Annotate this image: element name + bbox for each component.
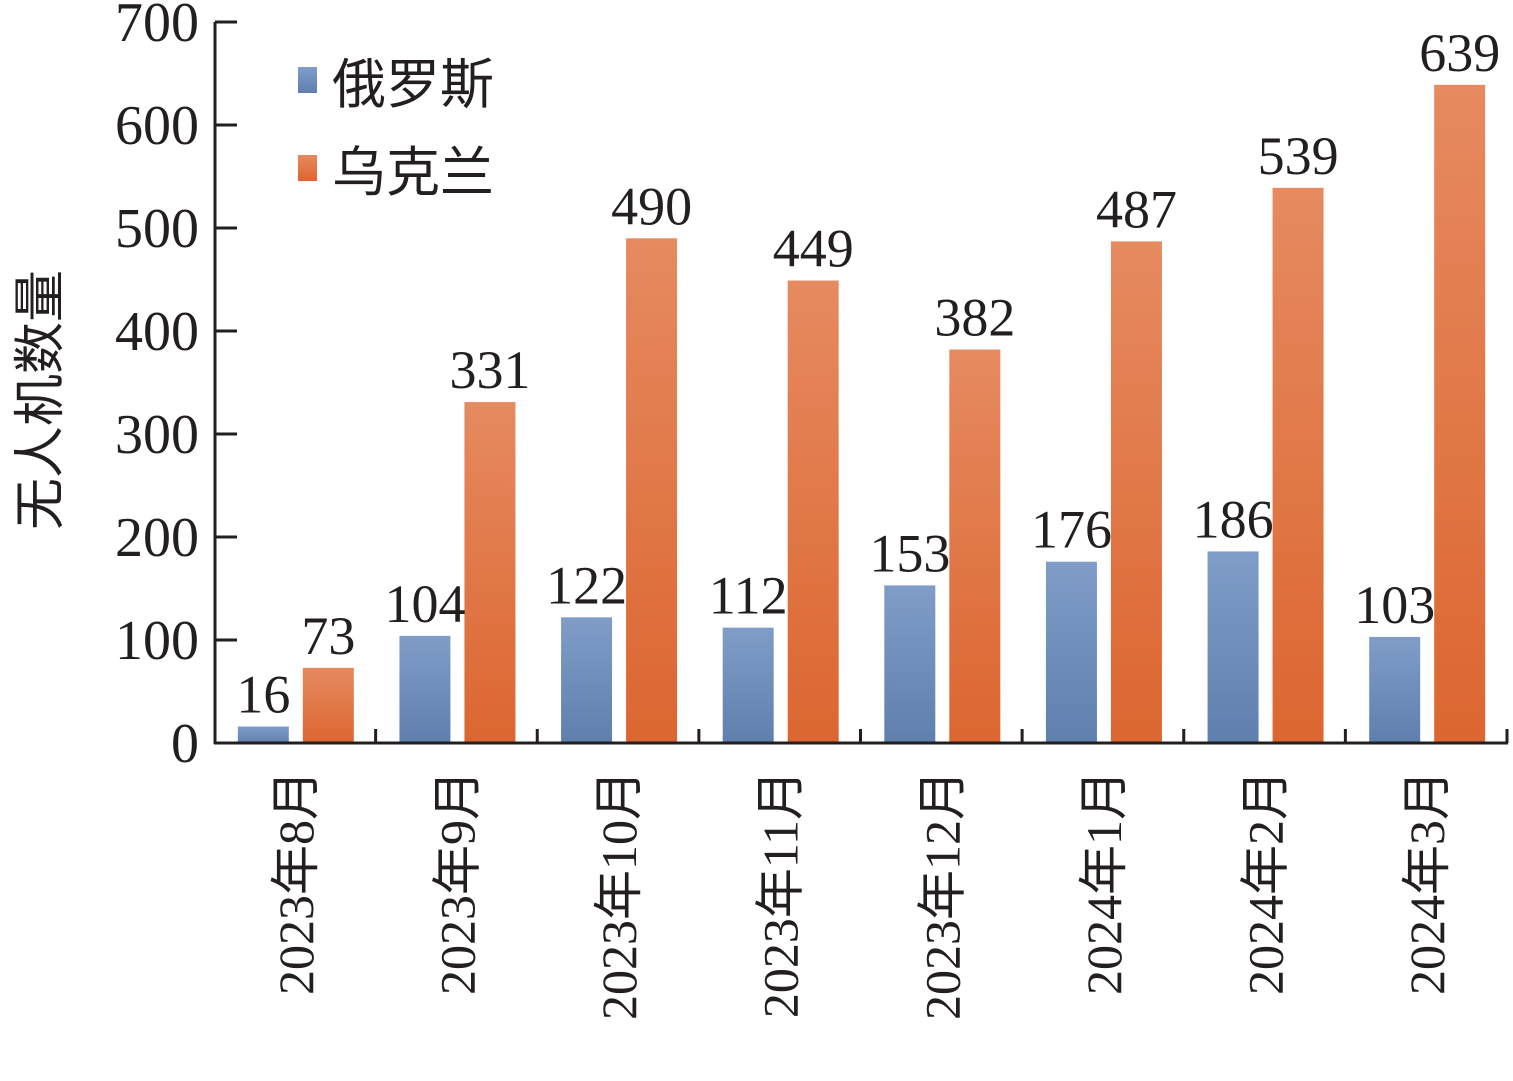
value-label-series-0-7: 103 bbox=[1354, 575, 1435, 635]
bar-series-0-2 bbox=[561, 617, 613, 743]
legend-label-0: 俄罗斯 bbox=[332, 55, 494, 115]
value-label-series-1-4: 382 bbox=[934, 288, 1015, 348]
x-tick-label-0: 2023年8月 bbox=[268, 770, 324, 995]
legend-swatch-1 bbox=[298, 155, 317, 181]
value-label-series-0-0: 16 bbox=[236, 665, 290, 725]
bar-series-1-0 bbox=[302, 667, 354, 743]
legend-swatch-0 bbox=[298, 67, 317, 93]
value-label-series-1-1: 331 bbox=[449, 340, 530, 400]
value-label-series-0-6: 186 bbox=[1193, 489, 1274, 549]
x-tick-label-2: 2023年10月 bbox=[591, 770, 647, 1020]
y-tick-label-6: 600 bbox=[115, 95, 199, 157]
bar-series-0-4 bbox=[884, 585, 936, 743]
bar-series-1-7 bbox=[1434, 84, 1486, 743]
x-tick-label-7: 2024年3月 bbox=[1399, 770, 1455, 995]
value-label-series-1-3: 449 bbox=[773, 219, 854, 279]
y-tick-label-2: 200 bbox=[115, 507, 199, 569]
x-tick-label-1: 2023年9月 bbox=[429, 770, 485, 995]
value-label-series-0-3: 112 bbox=[709, 566, 788, 626]
y-axis-title-group: 无人机数量 bbox=[13, 270, 70, 530]
bar-series-1-2 bbox=[626, 238, 678, 744]
y-tick-label-5: 500 bbox=[115, 198, 199, 260]
value-label-series-1-7: 639 bbox=[1419, 23, 1500, 83]
bar-series-1-4 bbox=[949, 349, 1001, 743]
y-tick-label-3: 300 bbox=[115, 404, 199, 466]
y-tick-label-7: 700 bbox=[115, 0, 199, 54]
bar-series-0-0 bbox=[237, 726, 289, 743]
value-label-series-1-2: 490 bbox=[611, 176, 692, 236]
value-label-series-1-0: 73 bbox=[301, 606, 355, 666]
bar-series-0-1 bbox=[399, 635, 451, 743]
y-axis-title: 无人机数量 bbox=[13, 270, 70, 530]
value-label-series-1-6: 539 bbox=[1258, 126, 1339, 186]
bar-series-0-3 bbox=[722, 627, 774, 743]
value-label-series-0-4: 153 bbox=[869, 523, 950, 583]
bars bbox=[237, 84, 1486, 744]
x-tick-label-4: 2023年12月 bbox=[914, 770, 970, 1020]
bar-series-0-6 bbox=[1207, 551, 1259, 743]
bar-series-1-3 bbox=[787, 280, 839, 743]
y-tick-label-1: 100 bbox=[115, 610, 199, 672]
bar-series-0-5 bbox=[1045, 561, 1097, 743]
value-label-series-0-1: 104 bbox=[384, 574, 465, 634]
value-label-series-0-2: 122 bbox=[546, 555, 627, 615]
legend-label-1: 乌克兰 bbox=[332, 143, 494, 203]
x-tick-label-3: 2023年11月 bbox=[753, 770, 809, 1018]
x-tick-label-6: 2024年2月 bbox=[1238, 770, 1294, 995]
value-label-series-0-5: 176 bbox=[1031, 500, 1112, 560]
bar-series-1-5 bbox=[1110, 241, 1162, 743]
bar-series-1-6 bbox=[1272, 187, 1324, 743]
bar-series-0-7 bbox=[1369, 636, 1421, 743]
y-axis: 0 100 200 300 400 500 600 700 bbox=[115, 0, 237, 775]
value-label-series-1-5: 487 bbox=[1096, 179, 1177, 239]
bar-series-1-1 bbox=[464, 402, 516, 743]
y-tick-label-4: 400 bbox=[115, 301, 199, 363]
x-axis: 2023年8月 2023年9月 2023年10月 2023年11月 2023年12月 20… bbox=[214, 729, 1509, 1020]
x-tick-label-5: 2024年1月 bbox=[1076, 770, 1132, 995]
y-tick-label-0: 0 bbox=[171, 713, 199, 775]
